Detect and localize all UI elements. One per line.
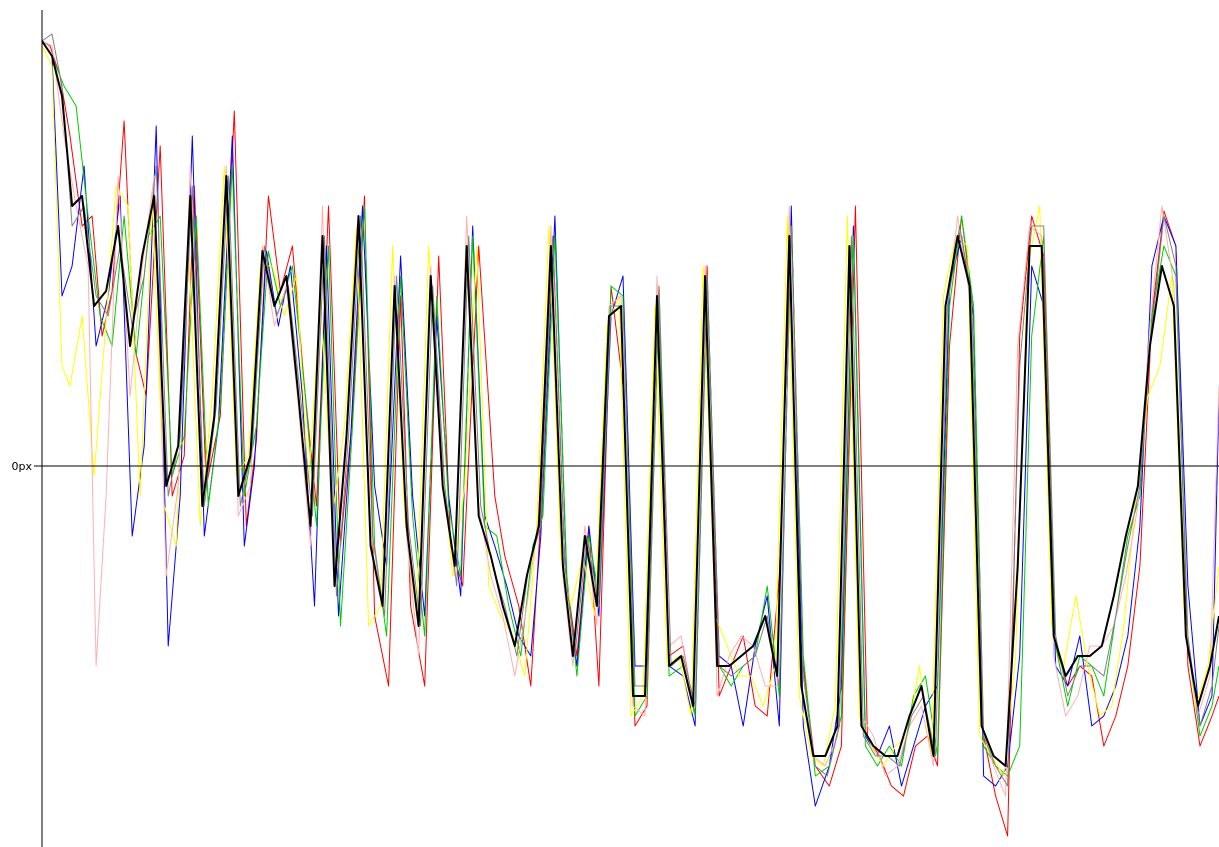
series-line-5 bbox=[41, 33, 1219, 787]
series-line-2 bbox=[41, 40, 1219, 777]
series-line-6 bbox=[41, 40, 1219, 767]
series-line-0 bbox=[41, 40, 1219, 837]
series-layer bbox=[41, 33, 1219, 837]
zero-tick-label: 0px bbox=[12, 460, 33, 473]
